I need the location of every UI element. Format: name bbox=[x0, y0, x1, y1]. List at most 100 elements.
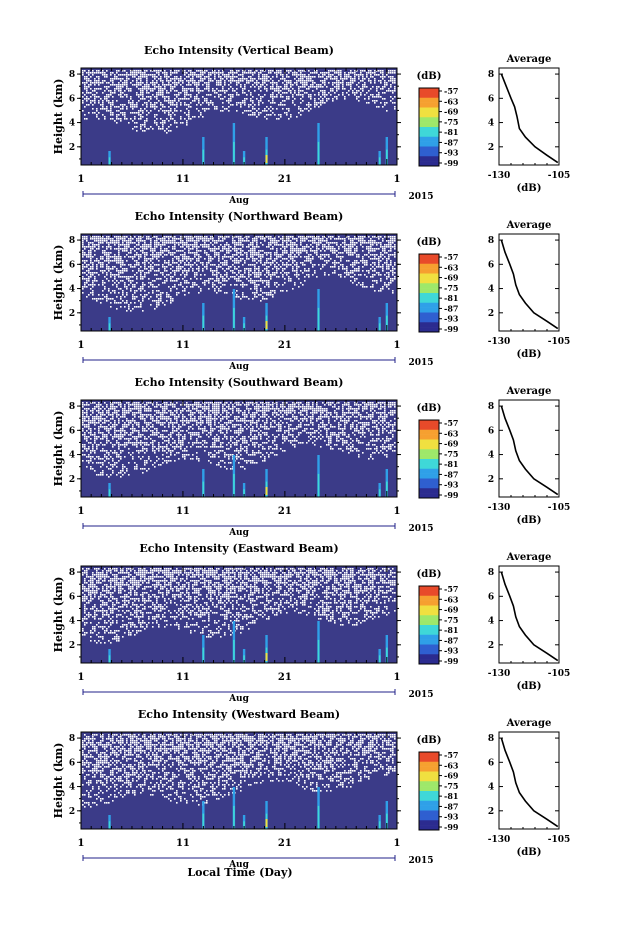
missing-data-speckle bbox=[82, 568, 396, 644]
colorbar-band bbox=[419, 771, 439, 777]
echo-column bbox=[233, 141, 235, 165]
x-tick-label: 11 bbox=[176, 672, 190, 683]
colorbar-band bbox=[419, 156, 439, 162]
profile-x-tick-label: -130 bbox=[488, 503, 511, 513]
colorbar-tick-label: -93 bbox=[444, 646, 459, 656]
colorbar-band bbox=[419, 654, 439, 660]
echo-column bbox=[108, 655, 111, 663]
colorbar-tick-label: -81 bbox=[444, 791, 458, 801]
colorbar-band bbox=[419, 756, 439, 763]
echo-column bbox=[386, 647, 388, 663]
y-tick-label: 2 bbox=[69, 309, 75, 319]
month-label: Aug bbox=[228, 196, 250, 206]
profile-line bbox=[500, 73, 559, 164]
colorbar-band bbox=[419, 278, 439, 284]
colorbar-band bbox=[419, 629, 439, 636]
colorbar-band bbox=[419, 459, 439, 465]
plot-frame bbox=[80, 399, 398, 498]
panel-title: Echo Intensity (Vertical Beam) bbox=[144, 44, 334, 57]
profile-x-tick-label: -130 bbox=[488, 171, 511, 181]
profile-line bbox=[500, 239, 559, 330]
colorbar-band bbox=[419, 610, 439, 616]
profile-x-tick-label: -130 bbox=[488, 337, 511, 347]
colorbar-band bbox=[419, 791, 439, 797]
echo-column bbox=[202, 149, 205, 165]
x-tick-label: 11 bbox=[176, 838, 190, 849]
echo-panel-2: Echo Intensity (Northward Beam)1 11 21 1Aug… bbox=[52, 210, 570, 372]
echo-column bbox=[243, 821, 245, 829]
echo-column bbox=[233, 307, 235, 331]
y-tick-label: 4 bbox=[69, 617, 75, 627]
panel-title: Echo Intensity (Westward Beam) bbox=[138, 708, 340, 721]
year-label: 2015 bbox=[408, 524, 433, 534]
colorbar-band bbox=[419, 297, 439, 304]
colorbar-band bbox=[419, 97, 439, 103]
profile-y-tick-label: 6 bbox=[488, 592, 494, 602]
colorbar-tick-label: -93 bbox=[444, 148, 459, 158]
colorbar-band bbox=[419, 761, 439, 767]
x-axis-label: Local Time (Day) bbox=[187, 866, 293, 879]
colorbar-tick-label: -81 bbox=[444, 625, 458, 635]
colorbar-tick-label: -93 bbox=[444, 812, 459, 822]
echo-column bbox=[386, 315, 388, 331]
month-label: Aug bbox=[228, 528, 250, 538]
x-tick-label: 1 bbox=[78, 672, 85, 683]
colorbar-band bbox=[419, 112, 439, 118]
colorbar-band bbox=[419, 322, 439, 328]
colorbar-band bbox=[419, 424, 439, 431]
colorbar-band bbox=[419, 752, 439, 758]
x-tick-label: 21 bbox=[278, 174, 292, 185]
colorbar-band bbox=[419, 146, 439, 152]
profile-x-label: (dB) bbox=[517, 183, 542, 194]
colorbar-band bbox=[419, 776, 439, 782]
colorbar-tick-label: -87 bbox=[444, 635, 458, 645]
profile-y-tick-label: 2 bbox=[488, 807, 494, 817]
x-tick-label: 1 bbox=[394, 340, 401, 351]
profile-frame bbox=[498, 731, 560, 830]
x-tick-label: 1 bbox=[78, 340, 85, 351]
colorbar-tick-label: -69 bbox=[444, 107, 459, 117]
colorbar-band bbox=[419, 605, 439, 611]
y-tick-label: 6 bbox=[69, 758, 75, 768]
month-axis-ends bbox=[82, 191, 396, 197]
profile-y-tick-label: 4 bbox=[488, 119, 494, 129]
colorbar-band bbox=[419, 488, 439, 494]
colorbar-band bbox=[419, 493, 439, 499]
missing-data-speckle bbox=[82, 70, 396, 134]
colorbar-band bbox=[419, 634, 439, 640]
year-label: 2015 bbox=[408, 856, 433, 866]
colorbar-band bbox=[419, 92, 439, 99]
echo-column bbox=[265, 155, 268, 163]
profile-y-tick-label: 4 bbox=[488, 285, 494, 295]
colorbar-tick-label: -69 bbox=[444, 439, 459, 449]
profile-y-tick-label: 8 bbox=[488, 70, 494, 80]
colorbar-band bbox=[419, 590, 439, 597]
profile-x-tick-label: -105 bbox=[548, 171, 571, 181]
colorbar-band bbox=[419, 439, 439, 445]
missing-data-speckle bbox=[82, 402, 396, 478]
colorbar-tick-label: -69 bbox=[444, 771, 459, 781]
colorbar-tick-label: -99 bbox=[444, 490, 459, 500]
x-tick-label: 21 bbox=[278, 340, 292, 351]
y-tick-label: 8 bbox=[69, 70, 75, 80]
colorbar-band bbox=[419, 478, 439, 484]
profile-x-tick-label: -105 bbox=[548, 503, 571, 513]
profile-y-tick-label: 4 bbox=[488, 451, 494, 461]
echo-column bbox=[202, 813, 205, 829]
plot-frame bbox=[80, 731, 398, 830]
echo-column bbox=[386, 149, 388, 165]
echo-column bbox=[265, 819, 268, 827]
echo-column bbox=[202, 647, 205, 663]
profile-y-tick-label: 2 bbox=[488, 475, 494, 485]
colorbar-band bbox=[419, 795, 439, 802]
colorbar-tick-label: -63 bbox=[444, 428, 459, 438]
colorbar-band bbox=[419, 317, 439, 323]
colorbar-tick-label: -87 bbox=[444, 137, 458, 147]
month-axis-ends bbox=[82, 689, 396, 695]
echo-column bbox=[386, 481, 388, 497]
colorbar-tick-label: -69 bbox=[444, 273, 459, 283]
colorbar-frame bbox=[418, 585, 440, 665]
colorbar-band bbox=[419, 161, 439, 167]
colorbar-tick-label: -99 bbox=[444, 324, 459, 334]
